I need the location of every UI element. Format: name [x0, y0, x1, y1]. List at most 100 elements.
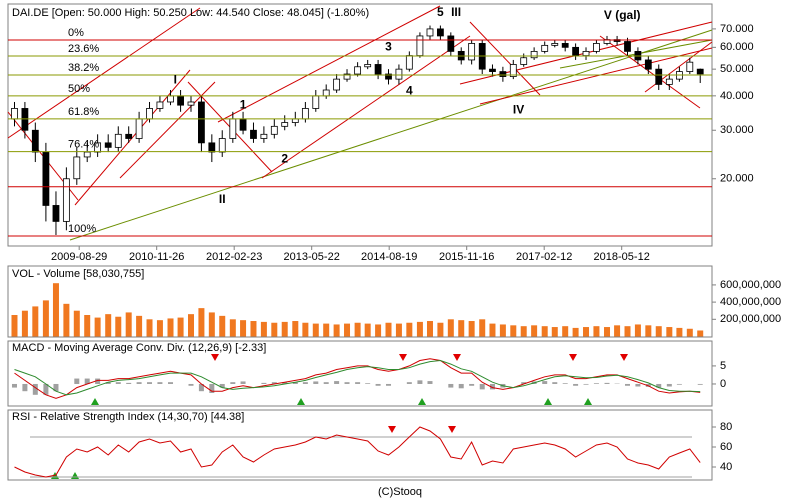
- histogram-bar: [624, 383, 630, 386]
- candle-body: [83, 151, 91, 158]
- volume-bar: [105, 314, 112, 337]
- histogram-bar: [542, 381, 548, 384]
- histogram-bar: [489, 383, 495, 390]
- volume-bar: [354, 322, 361, 337]
- y-tick-label: 40.000: [720, 90, 754, 102]
- volume-bar: [426, 321, 433, 337]
- histogram-bar: [656, 383, 662, 388]
- rsi-title: RSI - Relative Strength Index (14,30,70)…: [12, 411, 244, 423]
- histogram-bar: [147, 382, 153, 384]
- volume-bar: [697, 330, 704, 337]
- y-tick-label: 30.000: [720, 124, 754, 136]
- level-label: 61.8%: [68, 106, 99, 118]
- histogram-bar: [583, 383, 589, 385]
- candle-body: [686, 61, 694, 72]
- histogram-bar: [417, 380, 423, 384]
- x-tick-label: 2017-02-12: [516, 251, 572, 263]
- candle-body: [509, 64, 517, 77]
- volume-bar: [94, 317, 101, 337]
- histogram-bar: [271, 382, 277, 384]
- trend-line: [479, 47, 713, 105]
- volume-bar: [52, 283, 59, 337]
- histogram-bar: [375, 383, 381, 386]
- candle-body: [655, 68, 663, 85]
- volume-bar: [551, 327, 558, 337]
- candle-body: [62, 178, 70, 222]
- histogram-bar: [604, 382, 610, 384]
- volume-bar: [21, 310, 28, 337]
- volume-bar: [593, 326, 600, 337]
- x-tick-label: 2010-11-26: [129, 251, 184, 263]
- volume-bar: [645, 325, 652, 337]
- candle-body: [52, 205, 60, 222]
- volume-bar: [250, 321, 257, 337]
- candle-body: [156, 101, 164, 109]
- candle-body: [322, 89, 330, 97]
- level-label: 50%: [68, 83, 90, 95]
- x-tick-label: 2015-11-16: [439, 251, 494, 263]
- volume-title: VOL - Volume [58,030,755]: [12, 268, 144, 280]
- histogram-bar: [355, 382, 361, 384]
- candle-body: [364, 64, 372, 68]
- volume-bar: [281, 321, 288, 337]
- level-label: 100%: [68, 223, 96, 235]
- histogram-bar: [157, 382, 163, 384]
- histogram-bar: [22, 383, 28, 392]
- volume-bar: [479, 319, 486, 337]
- candle-body: [489, 68, 496, 72]
- histogram-bar: [406, 382, 412, 384]
- histogram-bar: [386, 383, 392, 386]
- candle-body: [354, 66, 362, 75]
- candle-body: [239, 118, 247, 131]
- histogram-bar: [365, 383, 371, 384]
- volume-bar: [437, 322, 444, 337]
- candle-body: [11, 108, 18, 120]
- candle-body: [437, 28, 444, 37]
- volume-bar: [302, 322, 309, 337]
- x-tick-label: 2014-08-19: [361, 251, 417, 263]
- candle-body: [447, 35, 455, 52]
- volume-bar: [634, 324, 641, 337]
- candle-body: [125, 133, 133, 139]
- histogram-bar: [240, 381, 246, 384]
- candle-body: [73, 156, 81, 180]
- volume-bar: [11, 315, 18, 337]
- y-tick-label: 60: [720, 441, 732, 453]
- volume-bar: [562, 326, 569, 337]
- wave-label: 5: [437, 5, 444, 19]
- histogram-bar: [43, 383, 49, 395]
- candle-body: [343, 73, 351, 80]
- histogram-bar: [521, 382, 527, 384]
- histogram-bar: [676, 383, 682, 385]
- volume-bar: [510, 325, 517, 337]
- candle-body: [593, 43, 600, 52]
- wave-label: V (gal): [604, 8, 641, 22]
- candle-body: [187, 101, 195, 106]
- volume-bar: [447, 319, 454, 337]
- histogram-bar: [562, 383, 568, 384]
- volume-bar: [676, 327, 683, 337]
- histogram-bar: [95, 378, 101, 384]
- volume-bar: [686, 328, 693, 337]
- candle-body: [31, 129, 39, 153]
- volume-bar: [385, 322, 392, 337]
- candle-body: [218, 138, 226, 153]
- histogram-bar: [323, 382, 329, 384]
- volume-bar: [583, 327, 590, 337]
- histogram-bar: [302, 382, 308, 384]
- histogram-bar: [334, 381, 340, 384]
- buy-signal: [584, 398, 592, 405]
- volume-bar: [541, 326, 548, 337]
- price-title: DAI.DE [Open: 50.000 High: 50.250 Low: 4…: [12, 7, 369, 19]
- histogram-bar: [105, 382, 111, 384]
- volume-bar: [208, 312, 215, 337]
- wave-label: 2: [281, 152, 288, 166]
- candle-body: [167, 95, 174, 103]
- candle-body: [530, 50, 538, 59]
- volume-bar: [333, 324, 340, 337]
- volume-bar: [187, 314, 194, 337]
- volume-bar: [572, 327, 579, 337]
- footer: (C)Stooq: [378, 486, 422, 498]
- volume-bar: [531, 325, 538, 337]
- candle-body: [416, 35, 424, 56]
